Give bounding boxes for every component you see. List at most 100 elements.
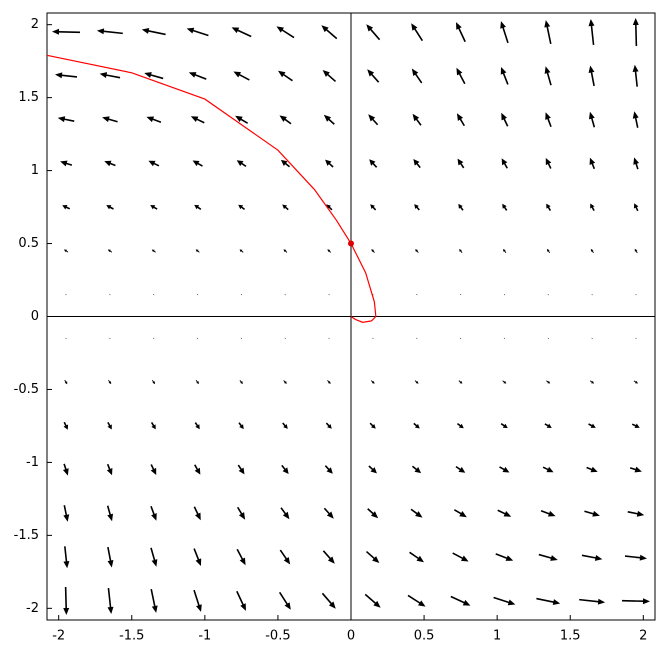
vector-arrow xyxy=(538,553,558,561)
vector-arrow xyxy=(238,204,246,211)
vector-arrow xyxy=(411,68,423,84)
vector-arrow xyxy=(63,249,69,253)
vector-arrow xyxy=(366,24,381,41)
vector-arrow xyxy=(368,465,377,474)
vector-arrow xyxy=(502,249,507,253)
vector-arrow xyxy=(588,19,595,46)
vector-arrow xyxy=(148,160,160,167)
vector-arrow xyxy=(499,466,510,473)
vector-arrow xyxy=(632,17,639,46)
y-tick-label: 0 xyxy=(31,309,39,324)
y-tick-label: -1 xyxy=(26,455,39,470)
x-tick-label: 0.5 xyxy=(414,629,435,644)
vector-arrow xyxy=(634,248,638,254)
vector-arrow xyxy=(460,294,462,296)
vector-arrow xyxy=(194,422,200,430)
vector-arrow xyxy=(144,72,164,80)
vector-arrow xyxy=(150,464,157,475)
vector-arrow xyxy=(150,205,158,210)
vector-arrow xyxy=(153,294,155,296)
vector-arrow xyxy=(584,510,600,517)
vector-arrow xyxy=(590,248,594,254)
vector-arrow xyxy=(106,505,114,522)
vector-arrow xyxy=(501,158,508,169)
vector-arrow xyxy=(284,337,286,339)
vector-arrow xyxy=(621,598,650,605)
vector-arrow xyxy=(150,588,158,613)
vector-arrow xyxy=(588,65,595,87)
vector-arrow xyxy=(631,423,640,429)
vector-arrow xyxy=(192,160,203,167)
vector-arrow xyxy=(236,590,246,611)
vector-arrow xyxy=(410,508,423,518)
vector-arrow xyxy=(327,249,332,253)
vector-arrow xyxy=(146,116,162,123)
vector-arrow xyxy=(503,337,506,339)
vector-arrow xyxy=(278,70,293,82)
vector-arrow xyxy=(456,22,466,43)
vector-arrow xyxy=(194,204,202,210)
vector-arrow xyxy=(547,294,549,296)
vector-arrow xyxy=(106,205,114,210)
vector-arrow xyxy=(546,380,551,384)
vector-arrow xyxy=(322,550,335,564)
vector-arrow xyxy=(325,159,334,168)
vector-arrow xyxy=(188,72,207,80)
vector-arrow xyxy=(411,23,424,42)
vector-arrow xyxy=(450,595,471,606)
vector-arrow xyxy=(459,249,463,253)
vector-arrow xyxy=(588,111,596,128)
vector-arrow xyxy=(624,554,647,561)
vector-arrow xyxy=(633,203,639,212)
vector-arrow xyxy=(322,70,337,83)
vector-arrow xyxy=(497,509,512,517)
vector-arrow xyxy=(635,294,637,296)
solution-curve xyxy=(46,54,377,323)
x-tick-label: -0.5 xyxy=(265,629,290,644)
vector-arrow xyxy=(495,553,514,561)
vector-arrow xyxy=(151,249,156,253)
y-tick-label: 1 xyxy=(31,163,39,178)
vector-arrow xyxy=(544,423,552,428)
vector-arrow xyxy=(240,294,243,296)
vector-arrow xyxy=(239,380,243,384)
vector-arrow xyxy=(633,380,639,384)
vector-arrow xyxy=(544,20,552,45)
vector-arrow xyxy=(150,547,158,567)
vector-arrow xyxy=(327,380,331,384)
vector-arrow xyxy=(63,546,70,569)
vector-arrow xyxy=(284,294,286,296)
vector-arrow xyxy=(453,509,467,518)
y-tick-label: 0.5 xyxy=(18,236,39,251)
vector-arrow xyxy=(501,112,509,127)
vector-arrow xyxy=(282,204,289,211)
vector-arrow xyxy=(328,294,330,296)
vector-arrow xyxy=(150,422,156,430)
vector-arrow xyxy=(236,506,246,520)
vector-arrow xyxy=(278,591,291,610)
vector-arrow xyxy=(195,249,200,253)
vector-arrow xyxy=(411,465,422,474)
vector-arrow xyxy=(190,116,205,124)
vector-arrow xyxy=(457,158,465,169)
vector-arrow xyxy=(276,26,295,39)
vector-arrow xyxy=(416,337,418,339)
vector-arrow xyxy=(503,294,506,296)
vector-arrow xyxy=(60,160,73,167)
vector-arrow xyxy=(500,21,509,44)
x-tick-label: 2 xyxy=(639,629,647,644)
vector-arrow xyxy=(458,203,464,211)
vector-arrow xyxy=(55,72,78,79)
vector-arrow xyxy=(107,421,112,430)
vector-arrow xyxy=(193,548,202,566)
x-tick-label: -1 xyxy=(198,629,211,644)
vector-arrow xyxy=(415,249,419,253)
vector-arrow xyxy=(412,113,422,126)
vector-arrow xyxy=(279,549,291,565)
vector-arrow xyxy=(196,294,199,296)
vector-arrow xyxy=(106,463,113,476)
vector-arrow xyxy=(323,507,334,519)
vector-arrow xyxy=(193,506,201,521)
vector-arrow xyxy=(153,337,155,339)
